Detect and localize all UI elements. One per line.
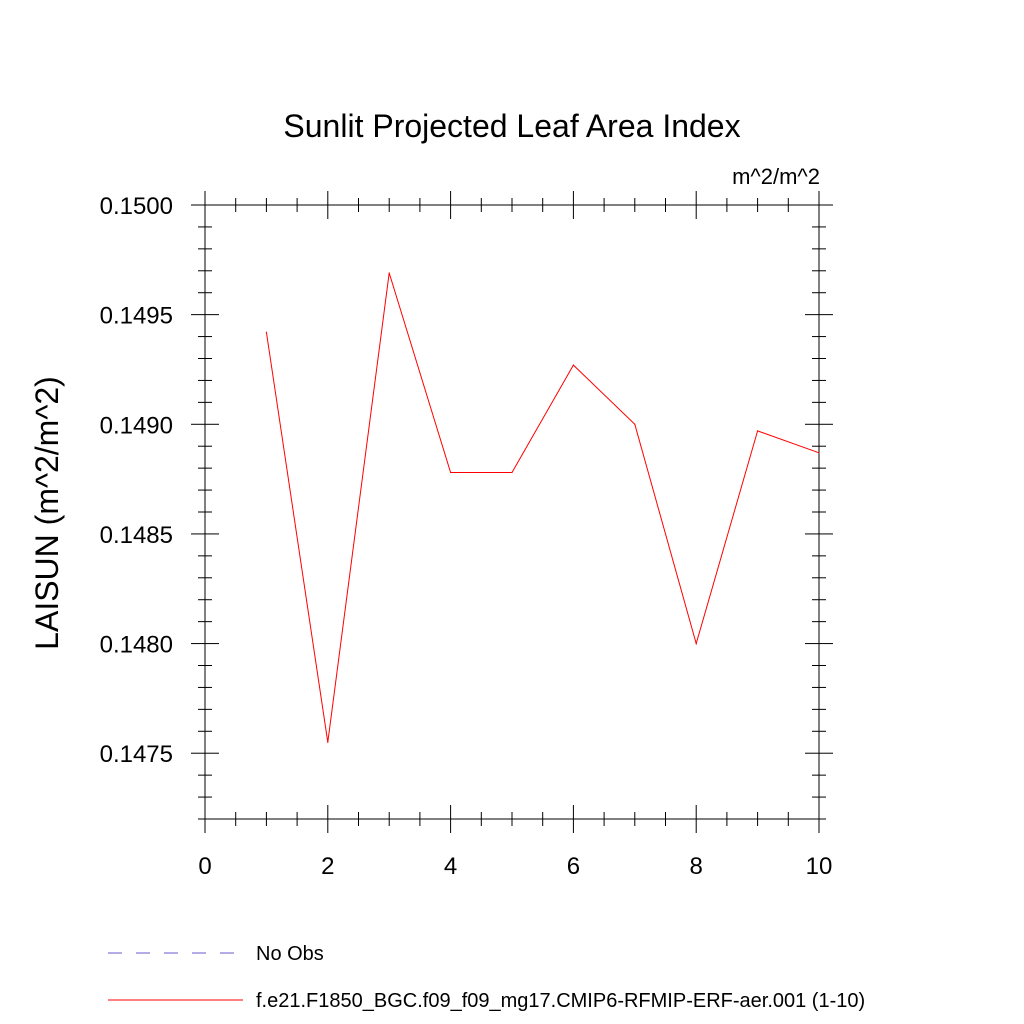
legend-item-series: f.e21.F1850_BGC.f09_f09_mg17.CMIP6-RFMIP… [108, 990, 865, 1012]
y-tick-label: 0.1485 [100, 522, 173, 549]
y-tick-label: 0.1495 [100, 303, 173, 330]
x-tick-label: 6 [567, 853, 580, 880]
legend-label-series: f.e21.F1850_BGC.f09_f09_mg17.CMIP6-RFMIP… [256, 990, 865, 1012]
data-point [327, 741, 329, 743]
plot-frame [204, 204, 820, 820]
y-axis: 0.1475 0.1480 0.1485 0.1490 0.1495 0.1500 [100, 193, 833, 820]
x-tick-label: 2 [321, 853, 334, 880]
y-tick-label: 0.1490 [100, 412, 173, 439]
data-point [757, 430, 759, 432]
y-tick-label: 0.1500 [100, 193, 173, 220]
legend-item-no-obs: No Obs [108, 943, 324, 965]
series-line [265, 272, 820, 743]
y-axis-label: LAISUN (m^2/m^2) [29, 376, 65, 650]
x-tick-label: 8 [690, 853, 703, 880]
x-tick-label: 10 [806, 853, 833, 880]
y-tick-label: 0.1475 [100, 741, 173, 768]
x-tick-label: 0 [198, 853, 211, 880]
data-point [388, 272, 390, 274]
series-layer [265, 272, 820, 743]
legend: No Obs f.e21.F1850_BGC.f09_f09_mg17.CMIP… [108, 943, 865, 1012]
data-point [511, 471, 513, 474]
chart-title: Sunlit Projected Leaf Area Index [283, 108, 740, 144]
data-point [572, 364, 575, 366]
data-point [450, 471, 452, 474]
legend-label-no-obs: No Obs [256, 943, 324, 965]
data-point [634, 423, 636, 425]
data-point [818, 452, 820, 454]
x-tick-label: 4 [444, 853, 457, 880]
units-label: m^2/m^2 [732, 164, 820, 189]
data-point [695, 642, 697, 645]
x-axis: 0 2 4 6 8 10 [198, 191, 832, 880]
data-point [265, 331, 267, 333]
y-tick-label: 0.1480 [100, 632, 173, 659]
